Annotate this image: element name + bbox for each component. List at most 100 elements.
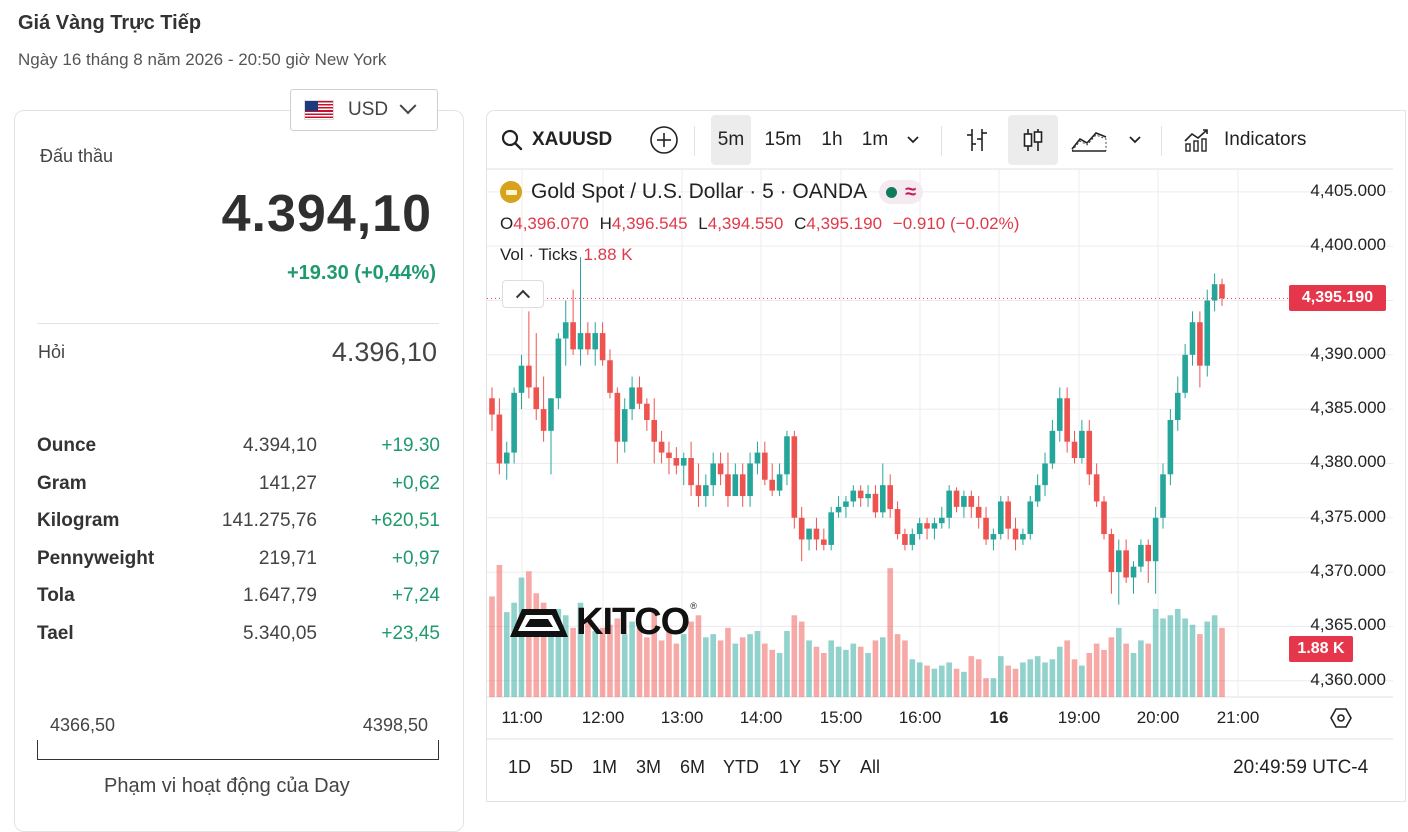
interval-15m[interactable]: 15m (764, 129, 802, 150)
candle-body (909, 534, 916, 545)
volume-bar (636, 627, 643, 697)
candle-body (673, 458, 680, 466)
range-button-all[interactable]: All (860, 757, 881, 777)
range-button-1m[interactable]: 1M (592, 757, 618, 777)
y-tick-label: 4,375.000 (1310, 506, 1386, 526)
interval-1h[interactable]: 1h (821, 129, 843, 150)
kitco-wordmark: KITCO (576, 601, 690, 643)
volume-bar (592, 631, 599, 697)
unit-change: +0,62 (391, 473, 440, 494)
volume-legend-label: Vol · Ticks (500, 245, 578, 264)
x-tick-label: 15:00 (819, 708, 863, 727)
range-button-1d[interactable]: 1D (508, 757, 532, 777)
candles-style-button[interactable] (1008, 115, 1058, 165)
candle-body (1020, 534, 1026, 540)
toolbar-separator (941, 126, 942, 156)
candlestick-chart[interactable] (0, 0, 1408, 802)
bar-style-button[interactable] (963, 115, 991, 165)
day-range-caption: Phạm vi hoạt động của Day (104, 775, 350, 797)
interval-5m[interactable]: 5m (711, 115, 751, 165)
range-button-1y[interactable]: 1Y (779, 757, 802, 777)
y-tick-label: 4,370.000 (1310, 561, 1386, 581)
range-button-3m[interactable]: 3M (636, 757, 662, 777)
indicators-button[interactable]: Indicators (1183, 115, 1306, 165)
candle-body (636, 387, 643, 404)
volume-bar (1174, 609, 1181, 697)
unit-value: 1.647,79 (243, 585, 317, 606)
unit-value: 219,71 (258, 548, 317, 569)
candle-body (791, 436, 798, 518)
candle-body (1056, 398, 1063, 431)
currency-select[interactable]: USD (290, 89, 438, 131)
candle-body (562, 322, 569, 339)
candle-body (555, 338, 562, 399)
candle-body (1189, 322, 1196, 355)
volume-bar (975, 659, 982, 697)
candle-body (857, 490, 864, 499)
page-title: Giá Vàng Trực Tiếp (18, 12, 202, 34)
volume-bar (865, 653, 871, 697)
candle-body (1123, 550, 1129, 578)
volume-bar (666, 631, 672, 697)
volume-bar (1079, 665, 1085, 697)
volume-bar (1167, 615, 1174, 697)
candle-body (1086, 430, 1093, 475)
candle-body (872, 493, 879, 513)
collapse-legend-button[interactable] (502, 280, 544, 308)
volume-bar (1219, 627, 1225, 697)
candle-body (1167, 419, 1174, 475)
area-style-button[interactable] (1070, 115, 1108, 165)
range-button-5y[interactable]: 5Y (819, 757, 842, 777)
candle-body (798, 517, 805, 540)
volume-bar (1197, 634, 1203, 697)
volume-bar (747, 634, 753, 697)
symbol-search[interactable]: XAUUSD (500, 115, 612, 165)
volume-bar (850, 643, 857, 697)
volume-bar (732, 643, 739, 697)
compare-symbol-button[interactable] (648, 115, 680, 165)
volume-bar (599, 627, 606, 697)
candle-body (577, 333, 584, 350)
ohlc-open: 4,396.070 (513, 214, 589, 233)
volume-bar (894, 634, 901, 697)
range-button-5d[interactable]: 5D (550, 757, 574, 777)
chart-settings-button[interactable] (1330, 707, 1352, 734)
volume-bar (1145, 643, 1152, 697)
unit-name: Kilogram (37, 510, 120, 531)
chart-style-dropdown[interactable] (1128, 115, 1142, 165)
x-tick-label: 19:00 (1057, 708, 1101, 727)
volume-bar (924, 665, 930, 697)
interval-dropdown[interactable] (906, 115, 920, 165)
volume-bar (1093, 643, 1100, 697)
ohlc-legend: O4,396.070 H4,396.545 L4,394.550 C4,395.… (500, 214, 1020, 233)
unit-name: Gram (37, 473, 87, 494)
interval-1m[interactable]: 1m (861, 129, 889, 150)
candle-body (850, 490, 857, 502)
legend-title: Gold Spot / U.S. Dollar · 5 · OANDA ≈ (500, 180, 924, 204)
unit-value: 4.394,10 (243, 435, 317, 456)
y-tick-label: 4,385.000 (1310, 398, 1386, 418)
candle-body (526, 365, 532, 388)
volume-bar (644, 637, 650, 697)
candle-body (666, 452, 672, 459)
range-button-6m[interactable]: 6M (680, 757, 706, 777)
settings-hexagon-icon (1330, 708, 1352, 728)
unit-row-tael: Tael 5.340,05 +23,45 (37, 623, 440, 653)
candle-body (1101, 501, 1107, 535)
candle-body (821, 539, 827, 545)
candle-body (503, 452, 510, 464)
candle-body (651, 419, 658, 442)
ohlc-high: 4,396.545 (611, 214, 688, 233)
range-button-ytd[interactable]: YTD (723, 757, 759, 777)
candle-body (1219, 284, 1225, 299)
volume-bar (1101, 649, 1107, 697)
market-status-pill[interactable]: ≈ (879, 180, 924, 204)
candle-body (953, 490, 960, 507)
volume-bar (503, 612, 510, 697)
volume-bar (798, 621, 805, 697)
candle-body (1027, 501, 1034, 535)
volume-bar (931, 668, 938, 697)
volume-bar (496, 565, 503, 697)
candle-body (975, 506, 982, 518)
candle-body (769, 479, 776, 491)
